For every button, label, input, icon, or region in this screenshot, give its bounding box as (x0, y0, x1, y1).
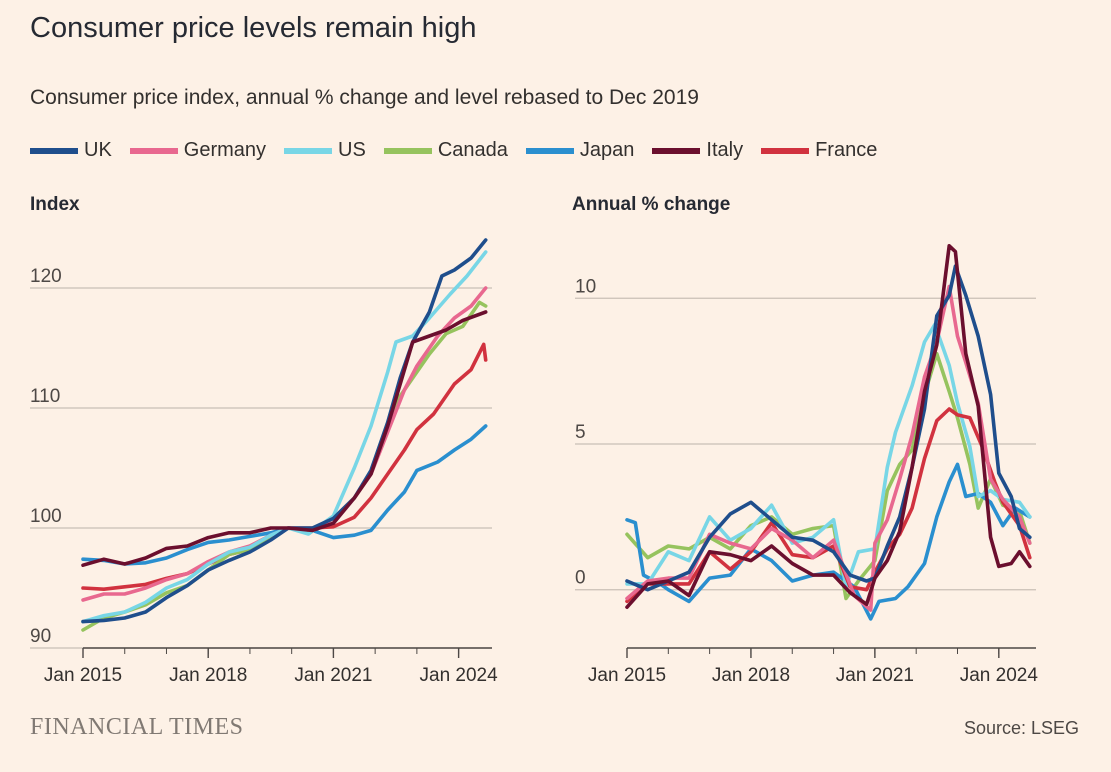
y-tick-label: 100 (30, 506, 62, 527)
legend-item-canada: Canada (383, 139, 508, 162)
ft-logo: FINANCIAL TIMES (30, 714, 244, 740)
x-tick-label: Jan 2024 (960, 665, 1039, 686)
y-tick-label: 0 (575, 568, 586, 589)
x-tick-label: Jan 2015 (44, 665, 122, 686)
series-line-uk (81, 238, 488, 624)
legend-item-japan: Japan (525, 139, 635, 162)
series-line-us (81, 250, 488, 624)
legend-item-italy: Italy (652, 139, 743, 162)
y-tick-label: 110 (30, 386, 60, 407)
series-line-italy (625, 244, 1032, 609)
annual-change-chart: 0 5 10 Jan 2015 Jan 2018 Jan 2021 Jan 2024 (575, 244, 1039, 686)
source-note: Source: LSEG (963, 718, 1079, 738)
x-tick-label: Jan 2021 (294, 665, 372, 686)
x-tick-label: Jan 2021 (836, 665, 914, 686)
legend-swatch (284, 147, 333, 154)
legend-swatch (129, 147, 178, 154)
series-line-japan (81, 424, 488, 566)
x-tick-label: Jan 2018 (712, 665, 790, 686)
legend-item-uk: UK (30, 139, 112, 162)
legend-label: Canada (437, 139, 508, 161)
legend-item-france: France (761, 139, 877, 162)
legend-item-us: US (284, 139, 366, 162)
y-tick-label: 90 (30, 626, 51, 647)
y-tick-label: 120 (30, 266, 62, 287)
x-tick-label: Jan 2024 (420, 665, 499, 686)
series-line-uk (625, 264, 1032, 592)
legend-item-germany: Germany (129, 139, 267, 162)
legend-label: UK (84, 139, 112, 161)
y-tick-label: 10 (575, 276, 596, 297)
legend-label: Germany (183, 139, 267, 161)
legend-swatch (761, 147, 810, 154)
legend-label: Italy (706, 139, 744, 161)
legend-label: Japan (579, 139, 635, 161)
chart-subtitle: Consumer price index, annual % change an… (30, 86, 699, 109)
right-panel-label: Annual % change (572, 194, 731, 215)
x-tick-label: Jan 2015 (588, 665, 666, 686)
series-line-germany (81, 286, 488, 602)
legend-label: US (338, 139, 366, 161)
x-tick-label: Jan 2018 (169, 665, 247, 686)
legend-swatch (383, 147, 432, 154)
y-tick-label: 5 (575, 422, 586, 443)
index-level-chart: 90 100 110 120 Jan 2015 Jan 2018 Jan 2021 Jan 2… (30, 238, 499, 686)
legend: UK Germany US Canada Japan Italy France (30, 139, 895, 162)
legend-swatch (525, 147, 574, 154)
series-line-italy (81, 310, 488, 567)
chart-title: Consumer price levels remain high (30, 12, 477, 44)
legend-swatch (652, 147, 701, 154)
left-panel-label: Index (30, 194, 80, 215)
series-line-france (625, 407, 1032, 604)
legend-swatch (30, 147, 78, 154)
legend-label: France (815, 139, 878, 161)
